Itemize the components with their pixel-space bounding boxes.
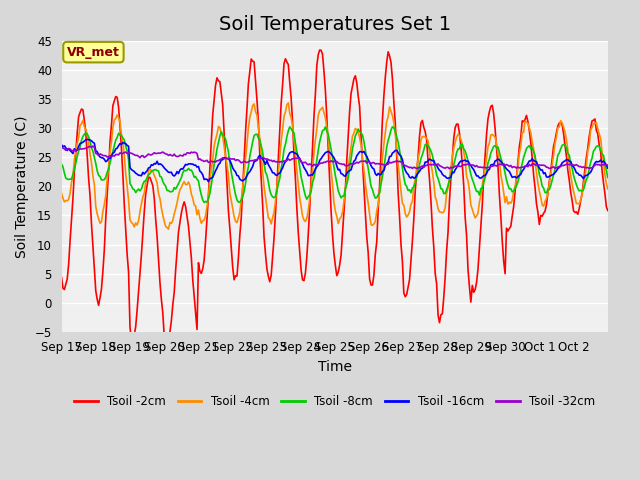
Tsoil -4cm — [450, 145, 458, 151]
Tsoil -32cm — [95, 153, 102, 158]
X-axis label: Time: Time — [317, 360, 351, 374]
Tsoil -8cm — [340, 193, 348, 199]
Tsoil -2cm — [76, 109, 84, 115]
Tsoil -8cm — [531, 153, 539, 158]
Tsoil -8cm — [200, 200, 208, 205]
Line: Tsoil -4cm: Tsoil -4cm — [61, 103, 608, 229]
Tsoil -2cm — [93, 297, 101, 302]
Line: Tsoil -2cm: Tsoil -2cm — [61, 50, 608, 349]
Tsoil -16cm — [602, 162, 610, 168]
Tsoil -4cm — [604, 186, 612, 192]
Tsoil -8cm — [388, 124, 396, 130]
Tsoil -8cm — [602, 167, 610, 173]
Tsoil -8cm — [604, 175, 612, 180]
Tsoil -4cm — [342, 186, 349, 192]
Tsoil -16cm — [531, 158, 539, 164]
Tsoil -32cm — [604, 162, 612, 168]
Tsoil -16cm — [604, 165, 612, 171]
Line: Tsoil -8cm: Tsoil -8cm — [61, 127, 608, 203]
Line: Tsoil -16cm: Tsoil -16cm — [61, 139, 608, 181]
Tsoil -16cm — [83, 136, 91, 142]
Tsoil -16cm — [450, 170, 458, 176]
Legend: Tsoil -2cm, Tsoil -4cm, Tsoil -8cm, Tsoil -16cm, Tsoil -32cm: Tsoil -2cm, Tsoil -4cm, Tsoil -8cm, Tsoi… — [69, 390, 600, 412]
Tsoil -16cm — [342, 173, 349, 179]
Y-axis label: Soil Temperature (C): Soil Temperature (C) — [15, 115, 29, 258]
Tsoil -2cm — [450, 136, 458, 142]
Tsoil -32cm — [445, 166, 453, 172]
Tsoil -4cm — [284, 100, 292, 106]
Tsoil -32cm — [602, 162, 610, 168]
Tsoil -32cm — [89, 143, 97, 149]
Tsoil -32cm — [58, 144, 65, 150]
Tsoil -16cm — [76, 141, 84, 146]
Text: VR_met: VR_met — [67, 46, 120, 59]
Tsoil -2cm — [316, 47, 323, 53]
Tsoil -16cm — [205, 179, 212, 184]
Tsoil -4cm — [76, 122, 84, 128]
Tsoil -8cm — [93, 168, 101, 174]
Tsoil -2cm — [163, 347, 171, 352]
Tsoil -8cm — [450, 162, 458, 168]
Tsoil -4cm — [164, 226, 172, 232]
Tsoil -4cm — [531, 159, 539, 165]
Tsoil -2cm — [604, 207, 612, 213]
Tsoil -32cm — [340, 161, 348, 167]
Tsoil -32cm — [531, 162, 539, 168]
Title: Soil Temperatures Set 1: Soil Temperatures Set 1 — [219, 15, 451, 34]
Tsoil -32cm — [450, 165, 458, 170]
Tsoil -2cm — [531, 185, 539, 191]
Tsoil -8cm — [76, 144, 84, 150]
Tsoil -2cm — [602, 204, 610, 210]
Tsoil -16cm — [95, 152, 102, 158]
Tsoil -4cm — [93, 211, 101, 216]
Tsoil -8cm — [58, 161, 65, 167]
Tsoil -4cm — [602, 180, 610, 186]
Line: Tsoil -32cm: Tsoil -32cm — [61, 146, 608, 169]
Tsoil -4cm — [58, 191, 65, 196]
Tsoil -32cm — [76, 146, 84, 152]
Tsoil -2cm — [58, 275, 65, 280]
Tsoil -16cm — [58, 142, 65, 148]
Tsoil -2cm — [342, 187, 349, 193]
